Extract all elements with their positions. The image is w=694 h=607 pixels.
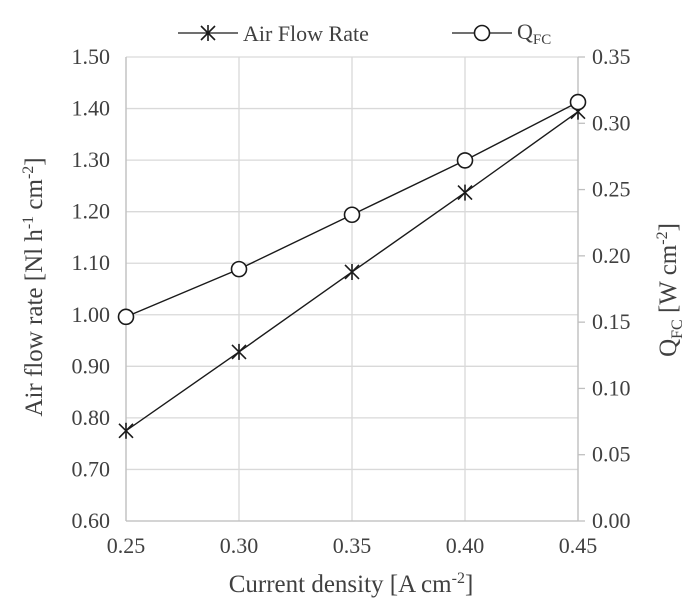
y-right-axis-title: QFC [W cm-2] bbox=[654, 223, 686, 357]
y-right-tick-label: 0.30 bbox=[592, 110, 631, 135]
x-tick-label: 0.35 bbox=[333, 533, 372, 558]
gridlines bbox=[125, 56, 579, 522]
data-point-circle bbox=[230, 260, 248, 278]
legend: Air Flow Rate QFC bbox=[178, 19, 551, 48]
series bbox=[117, 93, 587, 439]
y-right-tick-label: 0.35 bbox=[592, 44, 631, 69]
y-left-tick-label: 1.50 bbox=[72, 44, 111, 69]
axes bbox=[125, 56, 585, 522]
legend-entry-qfc: QFC bbox=[452, 19, 551, 48]
series-qfc bbox=[117, 93, 587, 326]
tick-labels: 0.25 0.30 0.35 0.40 0.45 0.60 0.70 0.80 0.90 1.00… bbox=[72, 44, 631, 558]
y-left-tick-label: 0.80 bbox=[72, 405, 111, 430]
y-left-tick-label: 0.70 bbox=[72, 456, 111, 481]
x-axis-title: Current density [A cm-2] bbox=[229, 570, 474, 598]
x-tick-label: 0.30 bbox=[220, 533, 259, 558]
data-point-asterisk bbox=[344, 263, 360, 280]
y-right-tick-label: 0.00 bbox=[592, 508, 631, 533]
y-left-tick-label: 0.90 bbox=[72, 353, 111, 378]
y-right-tick-label: 0.05 bbox=[592, 442, 631, 467]
data-point-circle bbox=[569, 93, 587, 111]
open-circle-marker-icon bbox=[473, 24, 491, 42]
data-point-circle bbox=[456, 152, 474, 169]
data-point-asterisk bbox=[118, 422, 134, 439]
legend-label-air-flow-rate: Air Flow Rate bbox=[243, 21, 369, 46]
y-left-tick-label: 1.00 bbox=[72, 302, 111, 327]
y-left-tick-label: 1.30 bbox=[72, 147, 111, 172]
y-left-tick-label: 1.20 bbox=[72, 199, 111, 224]
data-point-circle bbox=[343, 206, 361, 224]
data-point-asterisk bbox=[231, 343, 247, 360]
y-left-axis-title: Air flow rate [Nl h-1 cm-2] bbox=[20, 157, 48, 416]
x-tick-label: 0.25 bbox=[107, 533, 146, 558]
y-right-tick-label: 0.10 bbox=[592, 375, 631, 400]
y-right-tick-label: 0.20 bbox=[592, 243, 631, 268]
x-tick-label: 0.45 bbox=[559, 533, 598, 558]
legend-label-qfc: QFC bbox=[517, 19, 551, 48]
y-left-tick-label: 1.10 bbox=[72, 250, 111, 275]
data-point-asterisk bbox=[457, 184, 473, 201]
x-tick-label: 0.40 bbox=[446, 533, 485, 558]
y-right-tick-label: 0.25 bbox=[592, 177, 631, 202]
asterisk-marker-icon bbox=[200, 25, 216, 41]
y-left-tick-label: 1.40 bbox=[72, 96, 111, 121]
y-left-tick-label: 0.60 bbox=[72, 508, 111, 533]
y-right-tick-label: 0.15 bbox=[592, 309, 631, 334]
legend-entry-air-flow-rate: Air Flow Rate bbox=[178, 21, 369, 46]
data-point-circle bbox=[117, 308, 135, 326]
